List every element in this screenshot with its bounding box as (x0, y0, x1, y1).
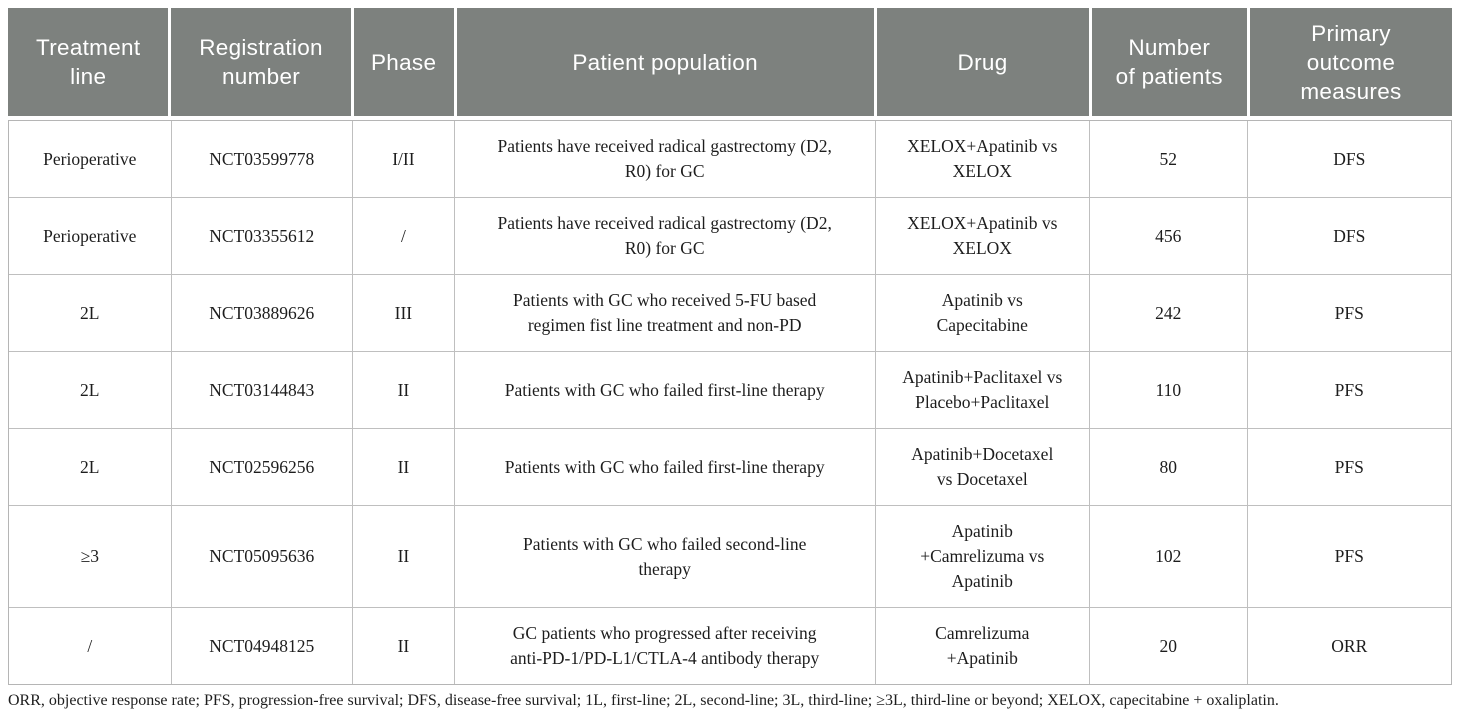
column-header-phase: Phase (353, 8, 454, 116)
cell-treatment-line: / (9, 608, 171, 684)
cell-primary-outcome: ORR (1247, 608, 1451, 684)
cell-registration-number: NCT04948125 (171, 608, 353, 684)
cell-phase: I/II (353, 121, 454, 197)
cell-drug: Apatinib +Camrelizuma vs Apatinib (875, 506, 1089, 607)
cell-treatment-line: ≥3 (9, 506, 171, 607)
cell-number-of-patients: 456 (1090, 198, 1247, 274)
table-footnote: ORR, objective response rate; PFS, progr… (8, 692, 1279, 709)
column-header-drug: Drug (876, 8, 1089, 116)
cell-drug: Apatinib+Paclitaxel vs Placebo+Paclitaxe… (875, 352, 1089, 428)
column-header-treatment-line: Treatment line (8, 8, 169, 116)
cell-phase: / (353, 198, 454, 274)
cell-primary-outcome: PFS (1247, 352, 1451, 428)
column-header-patient-population: Patient population (456, 8, 874, 116)
cell-primary-outcome: DFS (1247, 198, 1451, 274)
cell-patient-population: GC patients who progressed after receivi… (454, 608, 875, 684)
cell-phase: III (353, 275, 454, 351)
cell-patient-population: Patients have received radical gastrecto… (454, 198, 875, 274)
column-header-primary-outcome-measures: Primary outcome measures (1249, 8, 1452, 116)
cell-patient-population: Patients with GC who failed first-line t… (454, 352, 875, 428)
cell-number-of-patients: 80 (1090, 429, 1247, 505)
cell-treatment-line: 2L (9, 275, 171, 351)
cell-number-of-patients: 52 (1090, 121, 1247, 197)
cell-patient-population: Patients with GC who received 5-FU based… (454, 275, 875, 351)
cell-patient-population: Patients have received radical gastrecto… (454, 121, 875, 197)
cell-registration-number: NCT03144843 (171, 352, 353, 428)
cell-primary-outcome: PFS (1247, 429, 1451, 505)
column-header-number-of-patients: Number of patients (1091, 8, 1247, 116)
table-header-row: Treatment line Registration number Phase… (8, 8, 1452, 116)
cell-registration-number: NCT05095636 (171, 506, 353, 607)
cell-treatment-line: 2L (9, 352, 171, 428)
cell-patient-population: Patients with GC who failed second-line … (454, 506, 875, 607)
cell-phase: II (353, 608, 454, 684)
cell-number-of-patients: 110 (1090, 352, 1247, 428)
cell-primary-outcome: PFS (1247, 275, 1451, 351)
cell-treatment-line: 2L (9, 429, 171, 505)
cell-registration-number: NCT03599778 (171, 121, 353, 197)
column-header-registration-number: Registration number (171, 8, 351, 116)
cell-registration-number: NCT03889626 (171, 275, 353, 351)
cell-drug: Apatinib+Docetaxel vs Docetaxel (875, 429, 1089, 505)
cell-registration-number: NCT03355612 (171, 198, 353, 274)
cell-drug: XELOX+Apatinib vs XELOX (875, 198, 1089, 274)
cell-registration-number: NCT02596256 (171, 429, 353, 505)
cell-number-of-patients: 242 (1090, 275, 1247, 351)
clinical-trials-table: Treatment line Registration number Phase… (8, 8, 1452, 685)
cell-drug: Camrelizuma +Apatinib (875, 608, 1089, 684)
cell-patient-population: Patients with GC who failed first-line t… (454, 429, 875, 505)
cell-treatment-line: Perioperative (9, 198, 171, 274)
cell-phase: II (353, 352, 454, 428)
table-body: Perioperative NCT03599778 I/II Patients … (8, 120, 1452, 685)
cell-number-of-patients: 20 (1090, 608, 1247, 684)
cell-drug: Apatinib vs Capecitabine (875, 275, 1089, 351)
cell-number-of-patients: 102 (1090, 506, 1247, 607)
cell-phase: II (353, 429, 454, 505)
cell-primary-outcome: DFS (1247, 121, 1451, 197)
cell-primary-outcome: PFS (1247, 506, 1451, 607)
cell-phase: II (353, 506, 454, 607)
cell-treatment-line: Perioperative (9, 121, 171, 197)
cell-drug: XELOX+Apatinib vs XELOX (875, 121, 1089, 197)
